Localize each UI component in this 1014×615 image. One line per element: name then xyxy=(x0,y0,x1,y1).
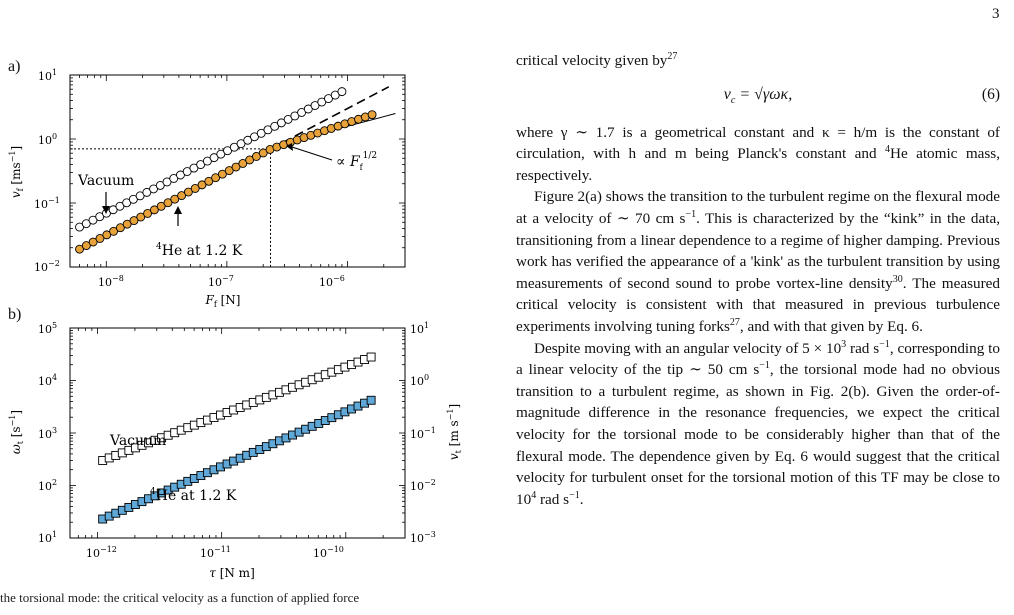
chartA-point-he xyxy=(183,187,193,197)
chartA-point-he xyxy=(136,212,146,222)
chartA-point-he xyxy=(217,169,227,179)
chart-a-frame xyxy=(69,74,406,268)
chartA-point-he xyxy=(258,148,268,158)
chart-b-xlabel: τ [N m] xyxy=(209,566,255,580)
chartA-point-vacuum xyxy=(337,87,347,97)
chart-b-ytick-2: 102 xyxy=(38,478,57,493)
chartA-point-he xyxy=(245,155,255,165)
chartA-point-he xyxy=(81,241,91,251)
text-column: critical velocity given by27 vc = √γωκ, … xyxy=(516,50,1000,510)
chart-b-y2tick-m3: 10−3 xyxy=(410,530,436,545)
chart-a: 101 100 10−1 10−2 10−8 10−7 10−6 Ff [N] … xyxy=(8,68,406,309)
chartA-point-he xyxy=(163,198,173,208)
panel-b-label: b) xyxy=(8,306,22,323)
chartA-point-he xyxy=(367,110,377,120)
chartA-point-he xyxy=(115,223,125,233)
chartA-point-he xyxy=(170,194,180,204)
chart-b-ytick-1: 101 xyxy=(38,530,57,545)
chartA-point-he xyxy=(75,244,84,254)
chart-a-xlabel: Ff [N] xyxy=(205,293,241,309)
chartA-point-he xyxy=(204,176,214,186)
chartA-point-he xyxy=(177,191,187,201)
chartB-point-vacuum xyxy=(366,352,376,362)
chart-b-ann-vacuum: Vacuum xyxy=(109,433,166,449)
chartA-point-he xyxy=(231,162,241,172)
chartA-point-he xyxy=(251,152,261,161)
chart-b: 105 104 103 102 101 101 100 10−1 10−2 10… xyxy=(8,321,463,580)
chartA-point-he xyxy=(109,226,119,236)
figure-caption-fragment: the torsional mode: the critical velocit… xyxy=(0,590,360,605)
chart-b-ytick-3: 103 xyxy=(38,426,57,441)
chart-b-ytick-5: 105 xyxy=(38,321,57,336)
chart-a-linear-fit-line xyxy=(282,86,390,144)
chart-b-ylabel: ωt [s−1] xyxy=(8,410,25,454)
chart-a-arrow-sqrt xyxy=(291,146,333,161)
chartA-point-he xyxy=(129,216,139,226)
chartA-point-he xyxy=(88,237,98,247)
para-3: Figure 2(a) shows the transition to the … xyxy=(516,188,1000,335)
chart-b-y2tick-0: 100 xyxy=(410,373,429,388)
chartA-point-he xyxy=(224,166,234,176)
chart-b-ytick-4: 104 xyxy=(38,373,57,388)
chartA-point-he xyxy=(156,201,166,211)
para-1: critical velocity given by27 xyxy=(516,50,678,69)
para-2: where γ ∼ 1.7 is a geometrical constant … xyxy=(516,123,1001,184)
chart-b-ann-he: 4He at 1.2 K xyxy=(150,487,237,504)
chart-b-y2tick-m1: 10−1 xyxy=(410,426,436,441)
chartA-point-he xyxy=(95,233,105,243)
chart-b-xtick-10: 10−10 xyxy=(313,545,344,560)
figure-2: a) b) 101 100 10−1 10−2 10−8 10−7 10−6 F… xyxy=(0,0,480,615)
chartA-point-he xyxy=(211,173,221,183)
chart-b-y2tick-1: 101 xyxy=(410,321,429,336)
chartA-point-he xyxy=(190,183,200,193)
chart-b-xtick-11: 10−11 xyxy=(200,545,231,560)
page-number: 3 xyxy=(992,6,1000,22)
chart-a-ann-vacuum: Vacuum xyxy=(77,173,134,189)
chart-b-xtick-12: 10−12 xyxy=(86,545,117,560)
chartA-point-he xyxy=(238,159,248,168)
chartA-point-he xyxy=(149,205,159,215)
chart-a-ann-he: 4He at 1.2 K xyxy=(156,242,243,259)
chart-b-y2label: vt [m s−1] xyxy=(446,404,463,460)
chart-b-y2tick-m2: 10−2 xyxy=(410,478,436,493)
equation-6: vc = √γωκ, (6) xyxy=(723,85,1000,106)
chartA-point-he xyxy=(122,219,132,229)
chart-a-ylabel: vf [ms−1] xyxy=(8,146,25,198)
chartB-point-he xyxy=(366,395,376,405)
chartA-point-he xyxy=(197,180,207,190)
para-4: Despite moving with an angular velocity … xyxy=(516,338,1000,508)
chartA-point-he xyxy=(143,208,153,218)
panel-a-label: a) xyxy=(8,58,21,75)
chartA-point-he xyxy=(102,230,112,240)
